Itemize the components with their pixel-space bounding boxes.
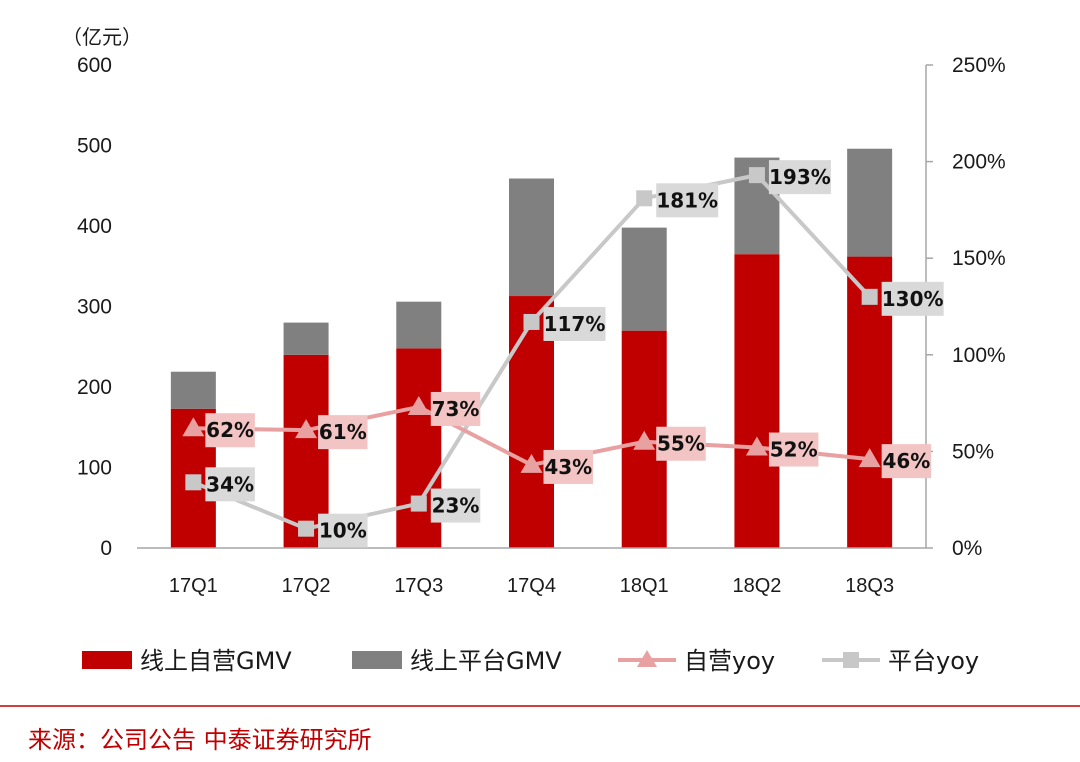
self-yoy-marker bbox=[182, 417, 205, 437]
platform-yoy-marker bbox=[861, 288, 878, 305]
legend-label-self-gmv: 线上自营GMV bbox=[140, 647, 292, 675]
right-y-tick-label: 150% bbox=[952, 247, 1006, 270]
bar-platform-gmv bbox=[621, 227, 667, 331]
left-y-tick-label: 100 bbox=[77, 457, 112, 480]
self-yoy-marker bbox=[407, 395, 430, 415]
platform-yoy-label-bg bbox=[205, 467, 255, 502]
right-y-tick-label: 250% bbox=[952, 54, 1006, 77]
left-y-tick-label: 600 bbox=[77, 54, 112, 77]
platform-yoy-label-bg bbox=[543, 306, 606, 341]
left-y-tick-label: 0 bbox=[100, 537, 112, 560]
source-note: 来源：公司公告 中泰证券研究所 bbox=[28, 726, 372, 754]
legend: 线上自营GMV 线上平台GMV 自营yoy 平台yoy bbox=[82, 647, 979, 675]
legend-label-platform-gmv: 线上平台GMV bbox=[410, 647, 562, 675]
self-yoy-label-bg bbox=[881, 444, 932, 479]
self-yoy-label: 55% bbox=[657, 432, 705, 456]
x-tick-label: 18Q1 bbox=[620, 575, 669, 597]
x-tick-label: 17Q2 bbox=[282, 575, 331, 597]
platform-yoy-label: 130% bbox=[882, 287, 944, 311]
self-yoy-marker bbox=[295, 419, 318, 439]
x-tick-label: 17Q4 bbox=[507, 575, 556, 597]
platform-yoy-marker bbox=[298, 520, 315, 537]
data-labels-layer: 34% 10% 23% 117% 181% 193% 130% 62% 61% 73% 43% 55%… bbox=[205, 160, 944, 548]
self-yoy-label: 46% bbox=[882, 449, 930, 473]
right-y-tick-label: 50% bbox=[952, 440, 994, 463]
self-yoy-label: 61% bbox=[319, 420, 367, 444]
self-yoy-label: 52% bbox=[770, 438, 818, 462]
x-tick-label: 18Q3 bbox=[845, 575, 894, 597]
self-yoy-marker bbox=[858, 448, 881, 468]
platform-yoy-marker bbox=[523, 313, 540, 330]
platform-yoy-label: 23% bbox=[432, 494, 480, 518]
bars-layer bbox=[170, 148, 893, 549]
x-tick-label: 17Q1 bbox=[169, 575, 218, 597]
platform-yoy-label-bg bbox=[881, 281, 944, 316]
bar-platform-gmv bbox=[396, 301, 442, 349]
x-tick-label: 17Q3 bbox=[394, 575, 443, 597]
platform-yoy-label: 193% bbox=[769, 165, 831, 189]
y-axis-unit: （亿元） bbox=[62, 25, 142, 49]
platform-yoy-marker bbox=[410, 495, 427, 512]
platform-yoy-label: 181% bbox=[656, 188, 718, 212]
self-yoy-marker bbox=[520, 453, 543, 473]
self-yoy-label: 62% bbox=[206, 418, 254, 442]
right-y-tick-label: 200% bbox=[952, 151, 1006, 174]
platform-yoy-marker bbox=[748, 167, 765, 184]
self-yoy-label: 43% bbox=[544, 455, 592, 479]
left-y-tick-label: 300 bbox=[77, 296, 112, 319]
self-yoy-label-bg bbox=[543, 449, 593, 484]
legend-label-self-yoy: 自营yoy bbox=[684, 647, 775, 675]
platform-yoy-label-bg bbox=[318, 513, 368, 548]
platform-yoy-label-bg bbox=[768, 160, 831, 195]
platform-yoy-label: 117% bbox=[544, 312, 606, 336]
self-yoy-label-bg bbox=[656, 426, 706, 461]
platform-yoy-marker bbox=[185, 474, 202, 491]
left-y-tick-label: 500 bbox=[77, 135, 112, 158]
x-tick-label: 18Q2 bbox=[732, 575, 781, 597]
self-yoy-label-bg bbox=[318, 415, 368, 450]
self-yoy-marker bbox=[633, 430, 656, 450]
bar-platform-gmv bbox=[170, 371, 216, 409]
self-yoy-label-bg bbox=[205, 413, 255, 448]
legend-marker-platform-yoy bbox=[843, 652, 859, 668]
left-y-tick-label: 200 bbox=[77, 376, 112, 399]
right-y-tick-label: 0% bbox=[952, 537, 982, 560]
legend-marker-self-yoy bbox=[637, 650, 657, 667]
bar-platform-gmv bbox=[283, 322, 329, 355]
self-yoy-marker bbox=[745, 436, 768, 456]
right-y-tick-label: 100% bbox=[952, 344, 1006, 367]
self-yoy-label: 73% bbox=[432, 397, 480, 421]
self-yoy-label-bg bbox=[430, 391, 481, 426]
platform-yoy-label-bg bbox=[656, 183, 719, 218]
bar-platform-gmv bbox=[847, 148, 893, 257]
bar-platform-gmv bbox=[509, 178, 554, 297]
lines-layer bbox=[182, 167, 881, 537]
bar-self-gmv bbox=[734, 254, 780, 549]
self-yoy-label-bg bbox=[768, 432, 819, 467]
legend-swatch-self-gmv bbox=[82, 651, 132, 669]
platform-yoy-label: 34% bbox=[206, 472, 254, 496]
legend-swatch-platform-gmv bbox=[352, 651, 402, 669]
platform-yoy-marker bbox=[636, 190, 653, 207]
platform-yoy-label: 10% bbox=[319, 519, 367, 543]
legend-label-platform-yoy: 平台yoy bbox=[888, 647, 979, 675]
left-y-tick-label: 400 bbox=[77, 215, 112, 238]
platform-yoy-label-bg bbox=[430, 488, 481, 523]
